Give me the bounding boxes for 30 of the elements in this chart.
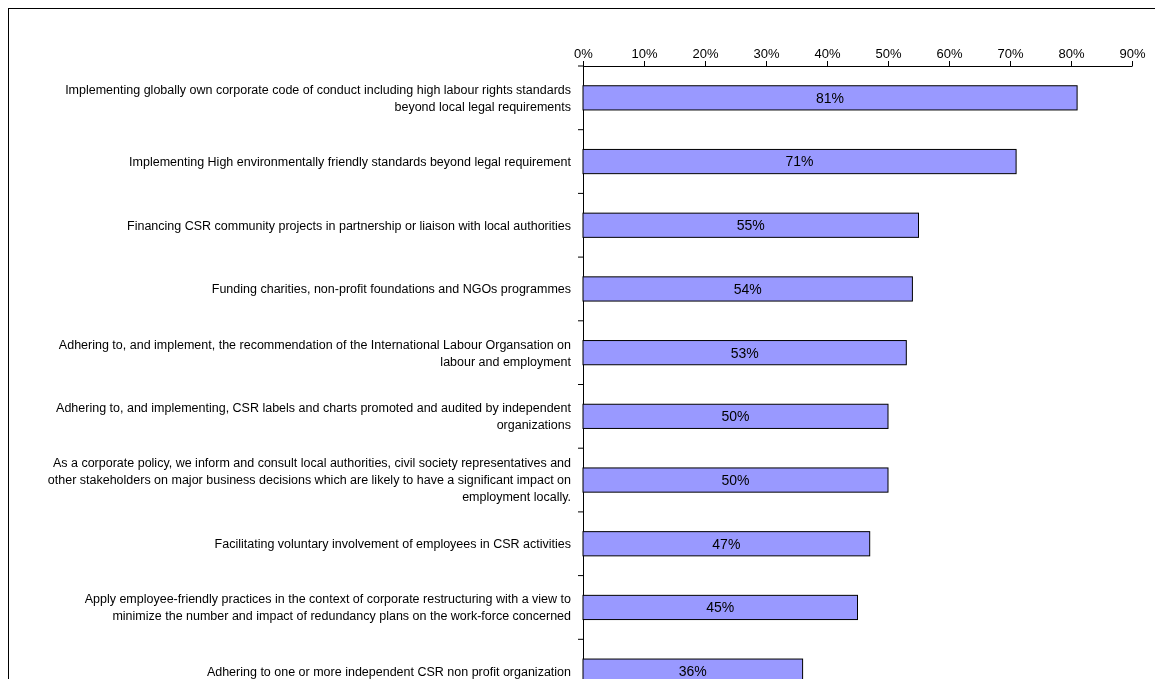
y-tick-label: Adhering to, and implementing, CSR labels and charts promoted and audited by independent organizations: [56, 401, 572, 433]
y-tick-label: Implementing globally own corporate code of conduct including high labour rights standards beyond local legal requirements: [65, 82, 571, 114]
x-tick-label: 70%: [997, 46, 1024, 61]
y-tick-label: Facilitating voluntary involvement of employees in CSR activities: [214, 537, 571, 552]
data-label: 36%: [678, 663, 707, 679]
data-label: 50%: [721, 408, 750, 425]
x-tick-label: 90%: [1119, 46, 1146, 61]
data-label: 47%: [712, 535, 741, 552]
y-tick-label: Implementing High environmentally friendly standards beyond legal requirement: [129, 154, 572, 169]
data-label: 45%: [706, 599, 735, 616]
data-label: 71%: [785, 153, 814, 170]
y-tick-label: As a corporate policy, we inform and consult local authorities, civil society representatives and other stakeholders on major business decisions which are likely to have a significant impact on employment locally.: [47, 456, 572, 505]
y-tick-label: Funding charities, non-profit foundations and NGOs programmes: [211, 282, 571, 297]
y-tick-label: Financing CSR community projects in partnership or liaison with local authorities: [127, 218, 571, 233]
data-label: 54%: [733, 280, 762, 297]
x-tick-label: 60%: [936, 46, 963, 61]
y-tick-label: Adhering to, and implement, the recommendation of the International Labour Organsation on labour and employment: [58, 337, 572, 369]
x-tick-label: 40%: [814, 46, 841, 61]
x-tick-label: 80%: [1058, 46, 1085, 61]
x-tick-label: 10%: [631, 46, 658, 61]
data-label: 50%: [721, 471, 750, 488]
x-tick-label: 0%: [574, 46, 594, 61]
x-tick-label: 50%: [875, 46, 902, 61]
data-label: 81%: [816, 89, 845, 106]
x-tick-label: 20%: [692, 46, 719, 61]
data-label: 55%: [736, 217, 765, 234]
x-tick-label: 30%: [753, 46, 780, 61]
y-tick-label: Adhering to one or more independent CSR non profit organization: [206, 664, 572, 679]
data-label: 53%: [730, 344, 759, 361]
y-tick-label: Apply employee-friendly practices in the context of corporate restructuring with a view to minimize the number and impact of redundancy plans on the work-force concerned: [84, 592, 572, 624]
